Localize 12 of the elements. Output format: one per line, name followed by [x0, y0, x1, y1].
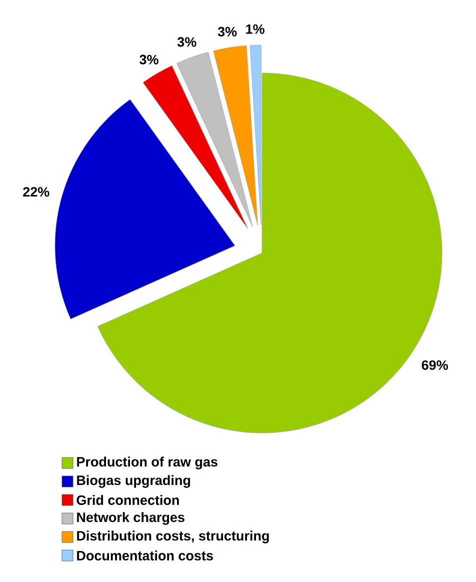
legend-label: Biogas upgrading [77, 475, 190, 488]
legend-label: Documentation costs [77, 550, 213, 560]
data-label: 3% [140, 54, 158, 64]
data-label: 1% [246, 24, 264, 34]
data-label: 22% [23, 187, 50, 197]
data-label: 69% [422, 360, 448, 370]
legend-label: Distribution costs, structuring [77, 530, 269, 544]
data-label: 3% [218, 26, 237, 36]
legend-label: Grid connection [76, 495, 179, 505]
legend-label: Production of raw gas [77, 456, 218, 470]
legend-label: Network charges [77, 512, 184, 525]
data-label: 3% [177, 37, 196, 47]
